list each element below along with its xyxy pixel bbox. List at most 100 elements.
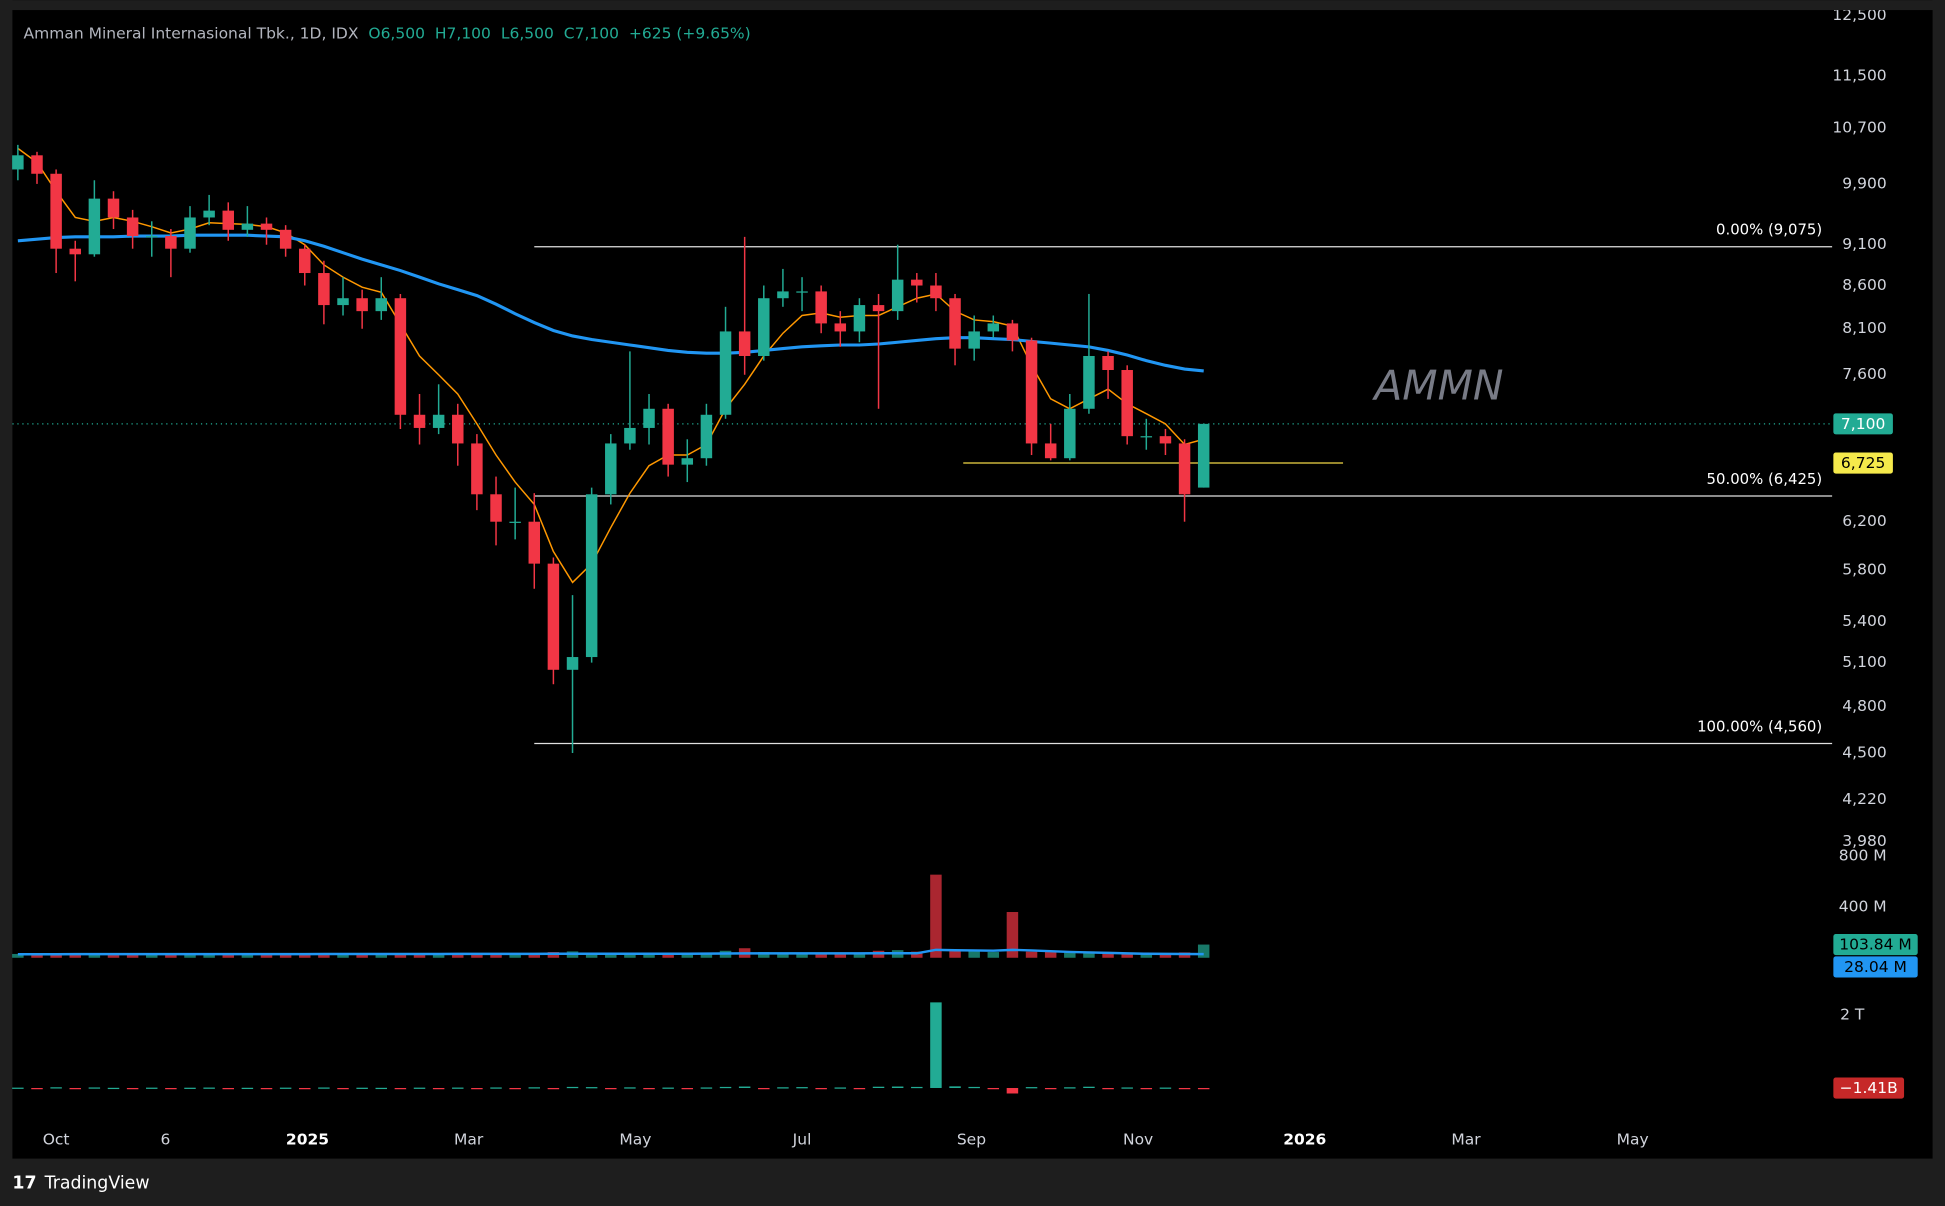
y-tick-label: 10,700: [1832, 118, 1886, 136]
flow-bar: [337, 1087, 349, 1090]
candle-body: [471, 443, 483, 495]
volume-bar: [184, 954, 196, 958]
candle-body: [528, 521, 541, 564]
candle-body: [681, 458, 694, 465]
volume-bar: [930, 874, 942, 958]
tradingview-logo[interactable]: 17 TradingView: [12, 1174, 149, 1194]
candle-body: [432, 414, 445, 428]
value-tag-label: 6,725: [1841, 454, 1885, 472]
volume-bar: [490, 953, 502, 958]
volume-bar: [356, 954, 368, 958]
volume-bar: [50, 953, 62, 958]
volume-bar: [1025, 951, 1038, 958]
candle-body: [815, 291, 827, 324]
candle-body: [1197, 423, 1210, 488]
volume-bar: [528, 953, 541, 958]
volume-bar: [318, 953, 330, 958]
x-tick-label: Nov: [1123, 1131, 1153, 1149]
candle-body: [69, 248, 81, 255]
flow-bar: [31, 1087, 43, 1090]
watermark: AMMN: [1371, 361, 1503, 409]
candle-body: [509, 521, 521, 523]
x-tick-label: May: [1617, 1131, 1649, 1149]
candle-body: [1159, 436, 1172, 444]
volume-bar: [1102, 952, 1114, 958]
flow-bar: [528, 1087, 541, 1089]
flow-bar: [413, 1087, 426, 1089]
volume-bar: [758, 952, 770, 958]
volume-bar: [509, 953, 521, 958]
volume-bar: [1006, 912, 1019, 958]
flow-bar: [69, 1087, 81, 1090]
flow-bar: [1121, 1087, 1133, 1089]
flow-bar: [987, 1087, 1000, 1090]
volume-bar: [987, 952, 1000, 958]
volume-bar: [777, 952, 789, 958]
volume-bar: [394, 953, 407, 958]
chart-area: [12, 0, 1933, 1159]
y-tick-label: 7,600: [1842, 365, 1886, 383]
candle-body: [1083, 355, 1095, 409]
bottom-bar: [0, 1158, 1945, 1206]
flow-bar: [88, 1087, 101, 1089]
flow-bar: [815, 1087, 827, 1090]
flow-bar: [1025, 1087, 1038, 1089]
plot-layer: 0.00% (9,075) 50.00% (6,425) 100.00% (4,56…: [12, 6, 1918, 1149]
flow-bar: [279, 1087, 292, 1089]
flow-bar: [605, 1087, 617, 1090]
volume-bar: [146, 954, 158, 958]
logo-mark: 17: [12, 1174, 36, 1194]
flow-bar: [260, 1087, 273, 1090]
value-tag: [1833, 1077, 1905, 1099]
candle-body: [452, 414, 464, 444]
volume-bar: [796, 952, 808, 958]
volume-bar: [662, 953, 674, 958]
value-tag: [1833, 452, 1893, 474]
y-tick-label: 4,220: [1842, 790, 1886, 808]
candle-body: [107, 198, 120, 218]
candle-body: [624, 427, 636, 444]
candle-body: [1121, 370, 1133, 437]
x-tick-label: Sep: [957, 1131, 986, 1149]
flow-bar: [356, 1087, 368, 1089]
candle-body: [260, 223, 273, 230]
flow-tick-label: 2 T: [1840, 1005, 1865, 1023]
candle-body: [299, 248, 311, 274]
candle-body: [1006, 323, 1019, 341]
candle-body: [1102, 355, 1114, 371]
volume-bar: [1197, 944, 1210, 958]
volume-bar: [700, 953, 713, 958]
fib-label: 0.00% (9,075): [1716, 221, 1822, 239]
y-tick-label: 8,100: [1842, 319, 1886, 337]
volume-bar: [31, 954, 43, 958]
y-tick-label: 12,500: [1832, 6, 1886, 24]
candle-body: [1044, 443, 1057, 459]
ohlc-open: O6,500: [368, 24, 425, 42]
value-tag-label: 103.84 M: [1839, 936, 1912, 954]
candle-body: [968, 331, 980, 349]
flow-bar: [394, 1087, 407, 1090]
y-tick-label: 6,200: [1842, 512, 1886, 530]
candle-body: [930, 285, 942, 299]
candle-body: [738, 331, 751, 356]
candle-body: [949, 298, 961, 349]
flow-bar: [50, 1087, 62, 1089]
flow-bar: [1140, 1087, 1153, 1090]
candle-body: [796, 291, 808, 293]
volume-bar: [1159, 953, 1172, 958]
volume-bar: [413, 953, 426, 958]
ohlc-high: H7,100: [435, 24, 491, 42]
candle-body: [891, 279, 904, 312]
candle-body: [337, 298, 349, 306]
value-tag: [1833, 934, 1918, 956]
candle-body: [1178, 443, 1191, 495]
value-tag-label: 7,100: [1841, 415, 1885, 433]
flow-bar: [834, 1087, 847, 1089]
flow-bar: [107, 1087, 120, 1090]
flow-bar: [184, 1087, 196, 1089]
candle-body: [490, 494, 502, 522]
ohlc-change: +625 (+9.65%): [629, 24, 751, 42]
volume-bar: [432, 953, 445, 958]
